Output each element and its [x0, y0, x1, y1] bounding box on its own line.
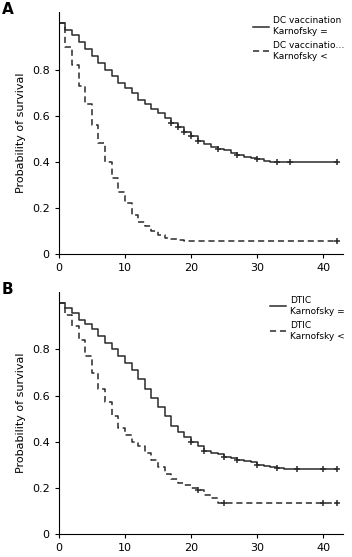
Text: A: A — [2, 2, 14, 17]
Legend: DC vaccination
Karnofsky =, DC vaccinatio…
Karnofsky <: DC vaccination Karnofsky =, DC vaccinati… — [250, 13, 348, 64]
Y-axis label: Probability of survival: Probability of survival — [17, 353, 26, 473]
Text: B: B — [2, 282, 13, 297]
Y-axis label: Probability of survival: Probability of survival — [17, 73, 26, 193]
Legend: DTIC
Karnofsky =, DTIC
Karnofsky <: DTIC Karnofsky =, DTIC Karnofsky < — [266, 293, 348, 344]
